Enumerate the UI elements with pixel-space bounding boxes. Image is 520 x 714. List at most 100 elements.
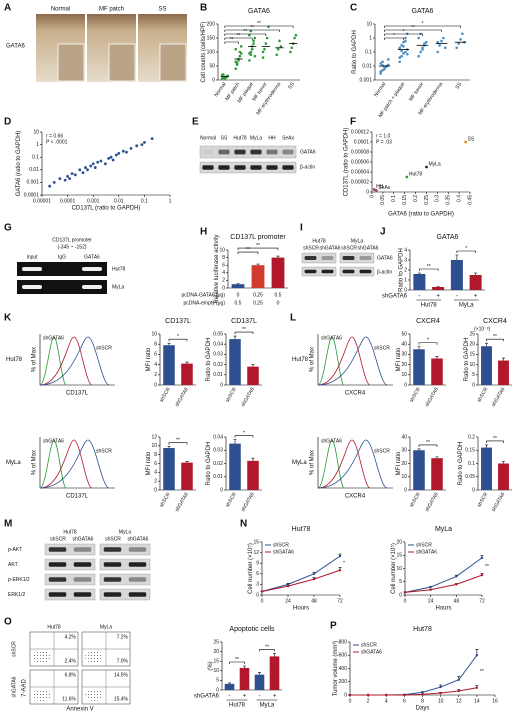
- data-point: [383, 67, 386, 71]
- blot-strip: [44, 588, 96, 601]
- data-point: [58, 177, 62, 181]
- histogram: [39, 439, 93, 489]
- blot-band: [103, 577, 122, 582]
- legend-label: shGATA6: [361, 649, 382, 655]
- error-bar: [256, 263, 260, 266]
- significance-bracket: [418, 342, 438, 345]
- x-tick-label: SS: [287, 81, 296, 90]
- y-tick-label: 0: [222, 285, 225, 291]
- data-point: [464, 140, 468, 144]
- group-label: MyLa: [100, 624, 112, 630]
- bar: [251, 265, 265, 288]
- y-axis-label: Cell number (×10⁵): [390, 543, 397, 594]
- blot-strip: [44, 558, 96, 571]
- y-axis-label: Ratio to GAPDH: [352, 30, 358, 74]
- lane-label: Normal: [200, 135, 216, 141]
- x-tick-label: MF tumor: [408, 81, 425, 102]
- table-cell: 0: [237, 292, 240, 298]
- significance-label: *: [177, 334, 179, 340]
- y-tick-label: 0: [472, 487, 475, 493]
- panel-label: B: [200, 3, 207, 14]
- data-point: [404, 39, 407, 43]
- x-tick-label: shGATA6: [174, 491, 190, 512]
- y-tick-label: 15: [213, 659, 219, 665]
- y-tick-label: 800: [339, 639, 348, 645]
- marker: [338, 554, 342, 558]
- data-point: [84, 166, 87, 169]
- x-tick-label: shSCR: [409, 491, 422, 508]
- group-label: Hut78: [47, 624, 61, 630]
- chart-title: Hut78: [413, 626, 432, 633]
- legend-label: shGATA6: [416, 549, 437, 555]
- y-tick-label: 0: [399, 592, 402, 598]
- marker: [312, 572, 316, 575]
- x-tick-label: 8: [421, 698, 424, 704]
- legend-label: shSCR: [361, 642, 377, 648]
- bar: [163, 345, 175, 385]
- y-tick-label: 20: [401, 362, 407, 368]
- significance-label: **: [250, 25, 254, 31]
- y-tick-label: 10: [219, 247, 225, 253]
- marker: [338, 569, 342, 572]
- chart-title: CD137L: [165, 318, 191, 325]
- data-point: [442, 36, 445, 40]
- y-axis-label: CD137L (ratio to GAPDH): [343, 128, 349, 197]
- panel-label: F: [350, 117, 356, 128]
- lane-label: HH: [268, 135, 276, 141]
- significance-label: *: [243, 430, 245, 436]
- x-tick-label: 0.1: [391, 195, 397, 202]
- error-bar: [243, 665, 246, 668]
- data-point: [402, 45, 405, 48]
- y-tick-label: 12: [253, 550, 259, 556]
- error-bar: [251, 364, 255, 367]
- data-point: [248, 52, 251, 55]
- legend-label: shGATA6: [43, 335, 64, 341]
- marker: [403, 693, 406, 697]
- data-point: [89, 164, 93, 168]
- blot-strip: [301, 252, 337, 264]
- y-tick-label: 10: [401, 372, 407, 378]
- bar: [413, 349, 425, 385]
- legend-label: shGATA6: [43, 438, 64, 444]
- data-point: [252, 42, 255, 45]
- table-cell: 0.25: [253, 292, 263, 298]
- point-label: SeAx: [378, 185, 390, 191]
- sign-row-label: shGATA6: [194, 694, 220, 700]
- y-tick-label: 0.01: [362, 63, 372, 69]
- x-tick-label: shGATA6: [174, 386, 190, 407]
- significance-label: *: [393, 33, 395, 39]
- line: [404, 574, 483, 593]
- annotation: r = 0.66: [46, 133, 63, 139]
- y-tick-label: 40: [401, 342, 407, 348]
- table-cell: 0.5: [275, 292, 282, 298]
- x-axis-label: CD137L: [66, 391, 89, 397]
- significance-bracket: [259, 649, 275, 652]
- error-bar: [185, 361, 189, 364]
- marker: [457, 678, 460, 681]
- bar: [254, 674, 265, 690]
- data-point: [73, 173, 77, 177]
- y-tick-label: 0: [404, 487, 407, 493]
- group-label: Hut78: [312, 238, 326, 244]
- y-tick-label: 25: [469, 331, 475, 337]
- y-axis-label: Ratio to GAPDH: [206, 442, 212, 486]
- data-point: [293, 36, 296, 40]
- y-tick-label: 0.001: [359, 77, 372, 83]
- data-point: [436, 50, 440, 54]
- point-label: SS: [468, 136, 475, 142]
- significance-label: *: [422, 21, 424, 27]
- significance-bracket: [419, 268, 439, 271]
- data-point: [438, 44, 441, 47]
- x-tick-label: 0.00001: [33, 198, 51, 204]
- x-tick-label: shGATA6: [424, 386, 440, 407]
- y-tick-label: 0.01: [29, 167, 39, 173]
- histogram: [39, 439, 110, 489]
- x-tick-label: -: [456, 294, 458, 300]
- gate: [30, 632, 78, 666]
- y-axis-label: Cell number (×10⁵): [247, 543, 254, 594]
- data-point: [109, 155, 113, 159]
- blot-band: [282, 149, 294, 155]
- lane-label: Hut78: [233, 135, 247, 141]
- lane-label: shGATA6: [73, 536, 94, 542]
